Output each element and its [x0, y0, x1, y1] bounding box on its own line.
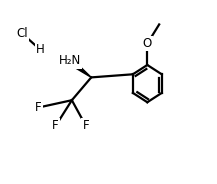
Text: H: H — [36, 43, 45, 56]
Text: O: O — [143, 37, 152, 50]
Text: F: F — [82, 119, 89, 132]
Text: Cl: Cl — [16, 27, 28, 40]
Text: F: F — [52, 119, 59, 132]
Text: H₂N: H₂N — [59, 54, 81, 68]
Polygon shape — [67, 59, 91, 77]
Text: F: F — [35, 101, 42, 114]
